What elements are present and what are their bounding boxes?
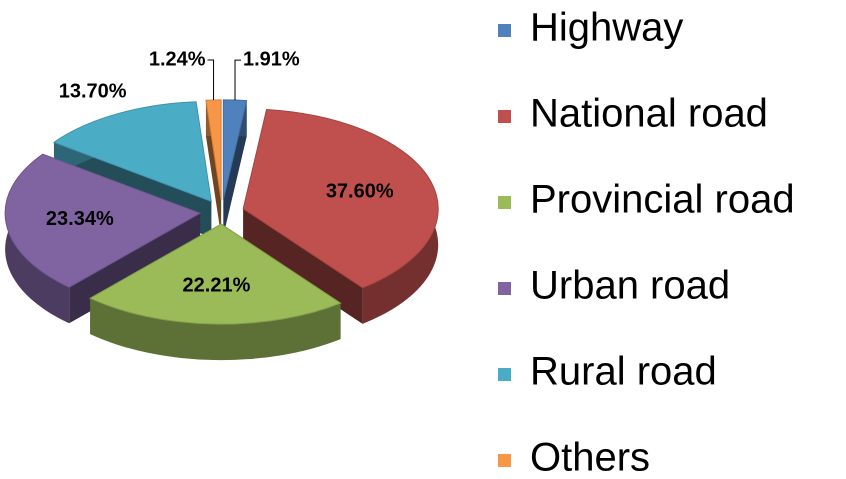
data-label: 1.91% bbox=[243, 48, 300, 70]
data-label: 37.60% bbox=[326, 181, 394, 203]
legend-swatch bbox=[498, 24, 511, 37]
legend-label: Rural road bbox=[530, 350, 717, 394]
slice-side bbox=[90, 298, 341, 361]
data-label: 1.24% bbox=[149, 48, 206, 70]
legend-swatch bbox=[498, 282, 511, 295]
legend-swatch bbox=[498, 110, 511, 123]
leader-line bbox=[234, 59, 242, 101]
slice bbox=[89, 223, 342, 325]
legend-swatch bbox=[498, 368, 511, 381]
slice-side bbox=[243, 208, 363, 324]
legend-label: Others bbox=[530, 436, 650, 479]
legend-label: Highway bbox=[530, 6, 683, 50]
legend-label: Urban road bbox=[530, 264, 730, 308]
slice bbox=[205, 99, 222, 200]
slice bbox=[242, 108, 439, 289]
slice bbox=[52, 101, 212, 203]
data-label: 23.34% bbox=[46, 208, 114, 230]
leader-line bbox=[207, 59, 215, 100]
legend-label: Provincial road bbox=[530, 178, 795, 222]
legend-label: National road bbox=[530, 92, 768, 136]
legend-swatch bbox=[498, 454, 511, 467]
legend-swatch bbox=[498, 196, 511, 209]
data-label: 13.70% bbox=[59, 81, 127, 103]
data-label: 22.21% bbox=[183, 274, 251, 296]
slice bbox=[4, 153, 202, 288]
